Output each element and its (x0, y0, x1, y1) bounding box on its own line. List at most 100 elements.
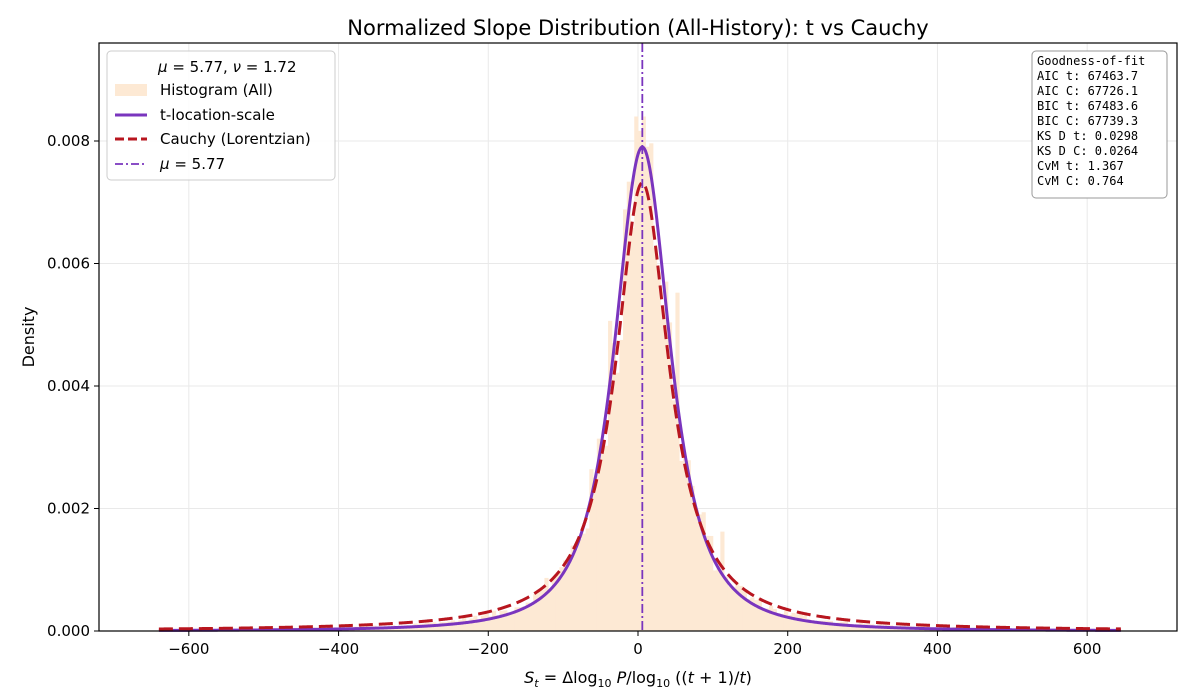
histogram-bin (821, 620, 826, 631)
histogram-bin (776, 613, 781, 631)
histogram-bin (780, 613, 785, 631)
histogram-bin (761, 609, 766, 631)
histogram-bin (503, 610, 508, 631)
gof-row: AIC t: 67463.7 (1037, 69, 1138, 83)
histogram-bin (521, 606, 527, 631)
histogram-bin (739, 585, 744, 631)
x-tick-label: 400 (923, 640, 952, 658)
legend-t-label: t-location-scale (160, 106, 275, 124)
chart-title: Normalized Slope Distribution (All-Histo… (347, 16, 928, 40)
histogram-bin (727, 586, 732, 631)
histogram-bin (536, 590, 542, 631)
gof-row: AIC C: 67726.1 (1037, 84, 1138, 98)
histogram-bin (649, 143, 654, 632)
y-tick-label: 0.000 (47, 622, 90, 640)
histogram-bin (716, 566, 721, 631)
histogram-bin (832, 623, 837, 631)
gof-row: BIC t: 67483.6 (1037, 99, 1138, 113)
histogram-bin (750, 597, 755, 631)
histogram-bin (608, 320, 613, 631)
histogram-bin (694, 508, 699, 631)
histogram-bin (488, 616, 493, 631)
gof-title: Goodness-of-fit (1037, 54, 1145, 68)
histogram-bin (724, 576, 729, 631)
histogram-bin (533, 594, 538, 631)
histogram-bin (484, 613, 489, 631)
histogram-bin (746, 599, 751, 631)
goodness-of-fit-box: Goodness-of-fit AIC t: 67463.7 AIC C: 67… (1031, 50, 1168, 199)
x-tick-label: 0 (633, 640, 643, 658)
legend: μ = 5.77, ν = 1.72 Histogram (All) t-loc… (106, 50, 336, 181)
histogram-bin (615, 372, 620, 631)
histogram-bin (754, 600, 759, 631)
histogram-bin (596, 438, 601, 631)
y-axis-ticks: 0.000 0.002 0.004 0.006 0.008 (47, 132, 99, 640)
histogram-bin (514, 607, 519, 631)
histogram-bin (652, 247, 658, 631)
legend-mu-label: μ = 5.77 (159, 155, 225, 173)
histogram-bin (701, 512, 706, 631)
histogram-bin (439, 622, 444, 631)
legend-histogram-swatch (115, 84, 147, 96)
histogram-bin (492, 610, 497, 631)
histogram-bin (783, 610, 789, 631)
histogram-bin (563, 560, 568, 631)
histogram-bin (664, 281, 669, 631)
histogram-bin (682, 455, 688, 631)
histogram-bin (506, 613, 512, 631)
x-tick-label: 200 (773, 640, 802, 658)
histogram-bin (447, 621, 452, 631)
histogram-bin (679, 460, 684, 631)
histogram-bin (551, 577, 557, 631)
histogram-bin (600, 439, 605, 631)
histogram-bin (589, 469, 594, 631)
histogram-bin (660, 306, 665, 631)
histogram-bin (529, 605, 534, 631)
histogram-bin (477, 620, 482, 631)
histogram-bin (828, 621, 834, 631)
histogram-bin (458, 620, 463, 631)
histogram-bin (675, 292, 680, 631)
histogram-bin (570, 545, 575, 631)
histogram-bin (795, 614, 800, 631)
histogram-bin (667, 322, 673, 631)
histogram-bin (712, 570, 718, 631)
histogram-bin (585, 528, 590, 631)
gof-background (1031, 50, 1168, 199)
x-axis-ticks: −600 −400 −200 0 200 400 600 (168, 631, 1101, 658)
histogram-bin (709, 535, 714, 631)
histogram-bin (787, 615, 792, 631)
histogram-bin (731, 587, 736, 631)
t-location-scale-curve (158, 145, 1121, 632)
histogram-bin (593, 477, 598, 631)
x-tick-label: −600 (168, 640, 209, 658)
histogram-bin (499, 610, 504, 631)
histogram-bin (705, 535, 710, 631)
legend-histogram-label: Histogram (All) (160, 81, 273, 99)
histogram-bin (735, 583, 740, 631)
histogram-bin (443, 622, 448, 631)
histogram-bin (574, 549, 579, 631)
legend-box (106, 50, 336, 181)
histogram-bin (566, 556, 572, 631)
histogram-bin (686, 460, 691, 631)
x-tick-label: 600 (1073, 640, 1102, 658)
histogram-bin (851, 624, 856, 631)
histogram-bin (817, 620, 822, 631)
y-tick-label: 0.004 (47, 377, 90, 395)
histogram-bin (435, 624, 441, 631)
histogram-bin (510, 612, 515, 631)
histogram-bin (525, 602, 530, 631)
cauchy-curve (158, 181, 1121, 631)
histogram-bin (450, 620, 455, 631)
histogram-bin (469, 618, 474, 631)
histogram-bin (802, 615, 807, 631)
histogram-bin (720, 531, 725, 631)
histogram-bin (518, 607, 523, 631)
histogram-bin (544, 577, 549, 631)
histogram-bin (581, 533, 586, 631)
histogram-bin (791, 612, 796, 631)
histogram-bin (559, 567, 564, 631)
histogram-bin (806, 619, 811, 631)
